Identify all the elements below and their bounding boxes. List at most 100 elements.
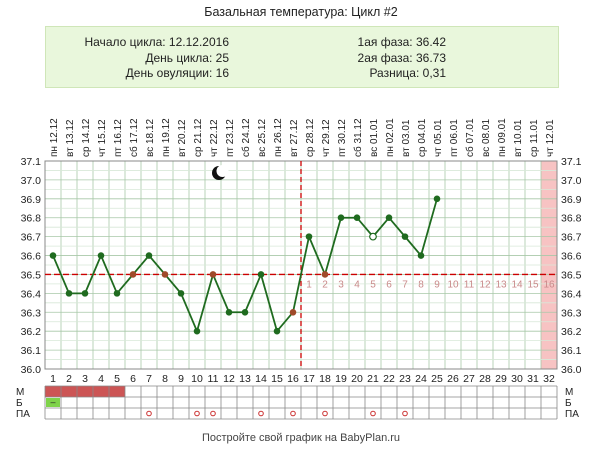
date-label: чт 12.01 [545,119,556,157]
row-label-right: М [565,387,573,398]
row-label-right: Б [565,398,572,409]
phase1-text: 1ая фаза: 36.42 [357,35,446,49]
y-tick-label-left: 36.2 [21,326,42,338]
temperature-point [177,290,185,297]
y-tick-label-right: 37.0 [561,175,582,187]
temperature-point [417,252,425,259]
temperature-point [97,252,105,259]
date-label: вс 01.01 [369,119,380,157]
day-number: 26 [447,373,459,385]
day-number: 4 [98,373,104,385]
difference-text: Разница: 0,31 [369,66,446,80]
temperature-point [193,327,201,335]
temperature-point [113,290,121,297]
date-label: пн 02.01 [385,118,396,157]
temperature-point [401,233,409,240]
day-number: 19 [335,373,347,385]
phase2-day-label: 16 [543,279,555,290]
date-label: вс 25.12 [257,119,268,157]
row-label-left: ПА [16,409,30,420]
day-number: 31 [527,373,539,385]
date-label: вт 20.12 [177,119,188,157]
phase2-day-label: 4 [354,279,360,290]
date-label: сб 07.01 [464,118,476,157]
date-label: пт 23.12 [225,119,236,157]
temperature-point [145,252,153,259]
pa-mark [370,410,376,417]
phase2-day-label: 7 [402,279,408,290]
phase2-day-label: 6 [386,279,392,290]
temperature-point [305,233,313,240]
date-label: ср 11.01 [529,119,540,157]
date-label: пн 09.01 [497,118,508,157]
row-label-right: ПА [565,409,579,420]
day-number: 7 [146,373,152,385]
day-number: 24 [415,373,427,385]
date-label: пт 06.01 [449,119,460,157]
date-label: чт 05.01 [433,119,444,157]
y-tick-label-left: 36.3 [21,307,42,319]
date-label: вт 27.12 [289,119,300,157]
y-tick-label-left: 36.9 [21,194,42,206]
cycle-summary-box [45,26,559,88]
day-number: 6 [130,373,136,385]
date-label: вс 08.01 [481,119,492,157]
day-number: 9 [178,373,184,385]
temperature-point [161,271,169,278]
temperature-point [337,214,345,222]
y-tick-label-right: 36.0 [561,364,582,376]
cycle-start-text: Начало цикла: 12.12.2016 [84,35,229,49]
date-label: ср 21.12 [193,118,204,157]
y-tick-label-left: 36.0 [21,364,42,376]
temperature-point [433,195,441,203]
day-number: 22 [383,373,395,385]
y-tick-label-right: 36.4 [561,288,582,300]
date-label: чт 29.12 [321,119,332,157]
day-number: 17 [303,373,315,385]
date-label: пн 19.12 [161,118,172,157]
y-tick-label-left: 36.5 [21,269,42,281]
temperature-point [81,290,89,297]
date-label: чт 15.12 [97,119,108,157]
date-label: пт 16.12 [113,119,124,157]
y-tick-label-right: 36.9 [561,194,582,206]
y-tick-label-right: 36.6 [561,251,582,263]
phase2-day-label: 13 [495,279,507,290]
pa-mark [210,410,216,417]
pa-mark [402,410,408,417]
day-number: 15 [271,373,283,385]
date-label: чт 22.12 [209,119,220,157]
temperature-point [225,308,233,316]
day-number: 23 [399,373,411,385]
y-tick-label-right: 36.5 [561,269,582,281]
pa-mark [290,410,296,417]
temperature-point [353,214,361,222]
pa-mark [258,410,264,417]
phase2-day-label: 3 [338,279,344,290]
b-mark-text: – [50,397,55,407]
day-number: 13 [239,373,251,385]
cycle-day-text: День цикла: 25 [145,51,229,65]
y-tick-label-right: 36.7 [561,232,582,244]
date-label: вт 13.12 [65,119,76,157]
y-tick-label-right: 37.1 [561,156,582,168]
pa-mark [194,410,200,417]
phase2-day-label: 1 [306,279,312,290]
footer-text: Постройте свой график на BabyPlan.ru [201,432,401,444]
y-tick-label-left: 36.4 [21,288,42,300]
day-number: 29 [495,373,507,385]
phase2-day-label: 14 [511,279,523,290]
phase2-text: 2ая фаза: 36.73 [357,51,446,65]
pa-mark [322,410,328,417]
pa-mark [146,410,152,417]
phase2-day-label: 15 [527,279,539,290]
date-label: сб 17.12 [128,118,140,157]
y-tick-label-left: 37.1 [21,156,42,168]
ovulation-day-text: День овуляции: 16 [125,66,229,80]
date-label: ср 14.12 [81,118,92,157]
phase2-day-label: 12 [479,279,491,290]
temperature-point [209,271,217,278]
day-number: 5 [114,373,120,385]
date-label: вт 10.01 [513,119,524,157]
